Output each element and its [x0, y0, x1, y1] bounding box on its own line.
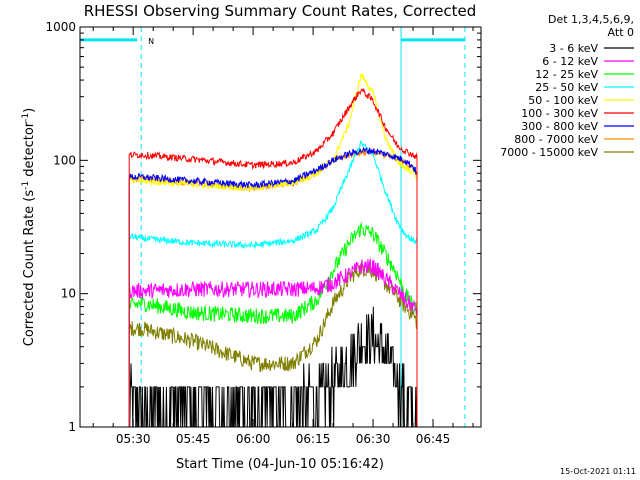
legend-label: 300 - 800 keV: [521, 120, 598, 133]
y-axis: 1 10 100 1000: [45, 20, 481, 434]
plot-frame: [79, 26, 482, 428]
chart-title: RHESSI Observing Summary Count Rates, Co…: [84, 2, 477, 20]
legend-label: 25 - 50 keV: [535, 81, 598, 94]
night-flag-label: N: [148, 37, 154, 46]
x-tick-label: 06:15: [296, 432, 331, 446]
legend-header-attenuator: Att 0: [608, 26, 634, 39]
legend-label: 7000 - 15000 keV: [500, 146, 598, 159]
x-axis: 05:30 05:45 06:00 06:15 06:30 06:45: [92, 27, 474, 446]
footer-timestamp: 15-Oct-2021 01:11: [560, 467, 636, 476]
series-line-0: [128, 306, 417, 428]
x-axis-label: Start Time (04-Jun-10 05:16:42): [176, 457, 384, 472]
series-line-8: [128, 261, 418, 427]
series-layer: [128, 72, 418, 428]
y-tick-label: 10: [61, 287, 76, 301]
overlay-layer: N: [79, 27, 466, 427]
series-line-1: [128, 258, 418, 427]
legend-label: 3 - 6 keV: [549, 42, 598, 55]
legend-label: 50 - 100 keV: [528, 94, 598, 107]
y-tick-label: 100: [53, 153, 76, 167]
y-tick-label: 1: [68, 420, 76, 434]
x-tick-label: 06:00: [236, 432, 271, 446]
x-tick-label: 05:30: [116, 432, 151, 446]
legend-label: 12 - 25 keV: [535, 68, 598, 81]
x-tick-label: 05:45: [176, 432, 211, 446]
y-tick-label: 1000: [45, 20, 76, 34]
legend-label: 6 - 12 keV: [542, 55, 598, 68]
legend-header-detectors: Det 1,3,4,5,6,9,: [548, 13, 634, 26]
series-line-5: [128, 88, 418, 427]
y-axis-label: Corrected Count Rate (s-1 detector-1): [21, 108, 37, 346]
series-line-6: [128, 146, 418, 427]
x-tick-label: 06:45: [416, 432, 451, 446]
series-line-4: [128, 72, 418, 427]
legend-label: 800 - 7000 keV: [514, 133, 598, 146]
series-line-2: [128, 221, 418, 427]
legend-label: 100 - 300 keV: [521, 107, 598, 120]
x-tick-label: 06:30: [356, 432, 391, 446]
